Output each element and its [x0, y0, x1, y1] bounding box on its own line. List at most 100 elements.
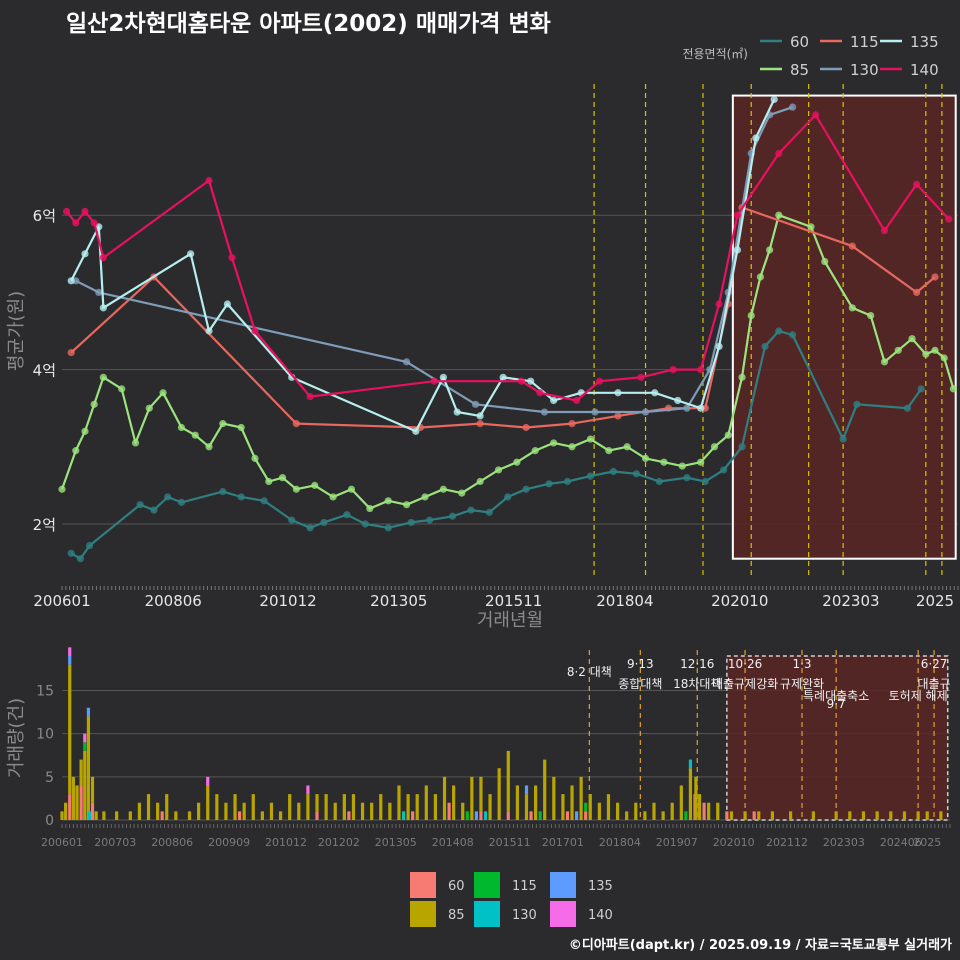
price-x-tick-label: 201305 — [370, 592, 427, 610]
price-point-60 — [320, 518, 328, 527]
price-point-85 — [710, 443, 719, 451]
price-point-60 — [136, 501, 144, 509]
price-point-135 — [187, 250, 195, 258]
price-legend-label-135: 135 — [910, 33, 939, 51]
price-point-85 — [292, 485, 300, 493]
price-point-60 — [545, 480, 553, 488]
price-point-130 — [641, 408, 650, 416]
price-point-85 — [908, 335, 916, 343]
price-point-140 — [880, 227, 889, 235]
volume-event-label: 토허제 해제 — [889, 689, 948, 703]
price-point-130 — [788, 103, 797, 111]
price-x-tick-label: 201012 — [259, 592, 316, 610]
price-point-85 — [177, 423, 186, 432]
volume-event-label: 6·27 — [921, 657, 948, 671]
volume-bar-85 — [94, 811, 98, 820]
price-point-140 — [775, 149, 783, 158]
volume-bar-60 — [506, 811, 510, 820]
volume-bar-85 — [757, 811, 761, 820]
price-point-60 — [761, 342, 769, 351]
price-point-140 — [697, 365, 705, 374]
price-point-140 — [228, 254, 236, 262]
volume-event-label: 18차대책 — [673, 676, 721, 691]
price-point-85 — [384, 497, 392, 505]
price-point-60 — [177, 498, 186, 506]
volume-legend-label-60: 60 — [448, 879, 465, 894]
volume-bar-85 — [224, 802, 228, 820]
volume-bar-85 — [165, 794, 169, 820]
price-point-85 — [931, 346, 939, 354]
price-point-130 — [591, 408, 599, 416]
volume-bar-115 — [83, 742, 87, 751]
price-point-85 — [867, 311, 875, 320]
volume-bar-85 — [834, 811, 838, 820]
price-point-60 — [903, 404, 912, 412]
price-point-60 — [485, 508, 493, 516]
price-y-tick-label: 6억 — [33, 207, 56, 225]
price-point-60 — [563, 477, 572, 486]
price-point-135 — [614, 389, 622, 397]
volume-x-tick-label: 2025 — [913, 836, 941, 849]
price-point-85 — [366, 504, 374, 513]
volume-event-label: 8·2 대책 — [567, 664, 612, 679]
price-point-85 — [90, 400, 98, 408]
price-point-60 — [775, 327, 783, 335]
price-point-85 — [775, 211, 783, 219]
volume-bar-85 — [146, 794, 151, 820]
price-point-60 — [738, 443, 746, 451]
price-point-85 — [421, 493, 429, 501]
volume-bar-85 — [297, 802, 301, 820]
volume-bar-85 — [670, 802, 674, 820]
volume-y-tick-label: 10 — [36, 727, 54, 743]
volume-legend-swatch-130 — [474, 901, 500, 927]
volume-legend-swatch-60 — [410, 872, 436, 898]
volume-bar-85 — [452, 785, 456, 820]
volume-bar-85 — [278, 811, 283, 820]
volume-highlight-box — [726, 655, 949, 821]
volume-bar-60 — [752, 811, 756, 820]
price-point-85 — [531, 447, 539, 455]
volume-y-tick-label: 5 — [45, 770, 54, 786]
volume-bar-85 — [716, 802, 720, 820]
price-point-130 — [95, 288, 103, 297]
price-point-60 — [504, 493, 512, 501]
volume-bar-85 — [90, 776, 95, 803]
price-point-85 — [756, 273, 765, 281]
volume-bar-85 — [570, 785, 574, 820]
volume-bar-135 — [68, 656, 72, 665]
price-x-tick-label: 201804 — [596, 592, 653, 610]
volume-legend-swatch-135 — [550, 872, 576, 898]
volume-x-tick-label: 201511 — [489, 836, 531, 849]
volume-bar-85 — [534, 785, 538, 820]
volume-bar-60 — [79, 785, 83, 820]
price-point-85 — [99, 373, 107, 381]
price-point-85 — [329, 493, 337, 501]
volume-bar-115 — [584, 802, 588, 812]
volume-x-tick-label: 200703 — [94, 836, 136, 849]
price-point-115 — [522, 423, 530, 432]
price-point-115 — [568, 420, 576, 428]
volume-bar-85 — [351, 794, 356, 820]
volume-bar-85 — [770, 811, 774, 820]
price-point-85 — [72, 447, 80, 455]
volume-legend-label-140: 140 — [588, 908, 613, 923]
volume-bar-85 — [433, 794, 438, 820]
price-point-60 — [361, 520, 369, 528]
volume-bar-85 — [83, 750, 87, 820]
volume-bar-60 — [479, 811, 483, 820]
volume-bar-60 — [90, 802, 95, 820]
volume-x-tick-label: 201202 — [318, 836, 360, 849]
price-point-140 — [90, 219, 98, 227]
price-point-140 — [811, 111, 820, 119]
volume-y-tick-label: 0 — [45, 813, 54, 829]
volume-x-tick-label: 200909 — [208, 836, 250, 849]
volume-bar-85 — [75, 785, 79, 820]
price-line-140 — [65, 113, 950, 402]
price-x-axis-title: 거래년월 — [477, 610, 543, 631]
price-point-135 — [99, 304, 107, 312]
volume-legend-label-85: 85 — [448, 908, 465, 923]
price-x-tick-label: 200601 — [33, 592, 90, 610]
price-point-135 — [550, 396, 558, 405]
volume-bar-85 — [939, 811, 943, 820]
volume-bar-85 — [902, 811, 907, 820]
